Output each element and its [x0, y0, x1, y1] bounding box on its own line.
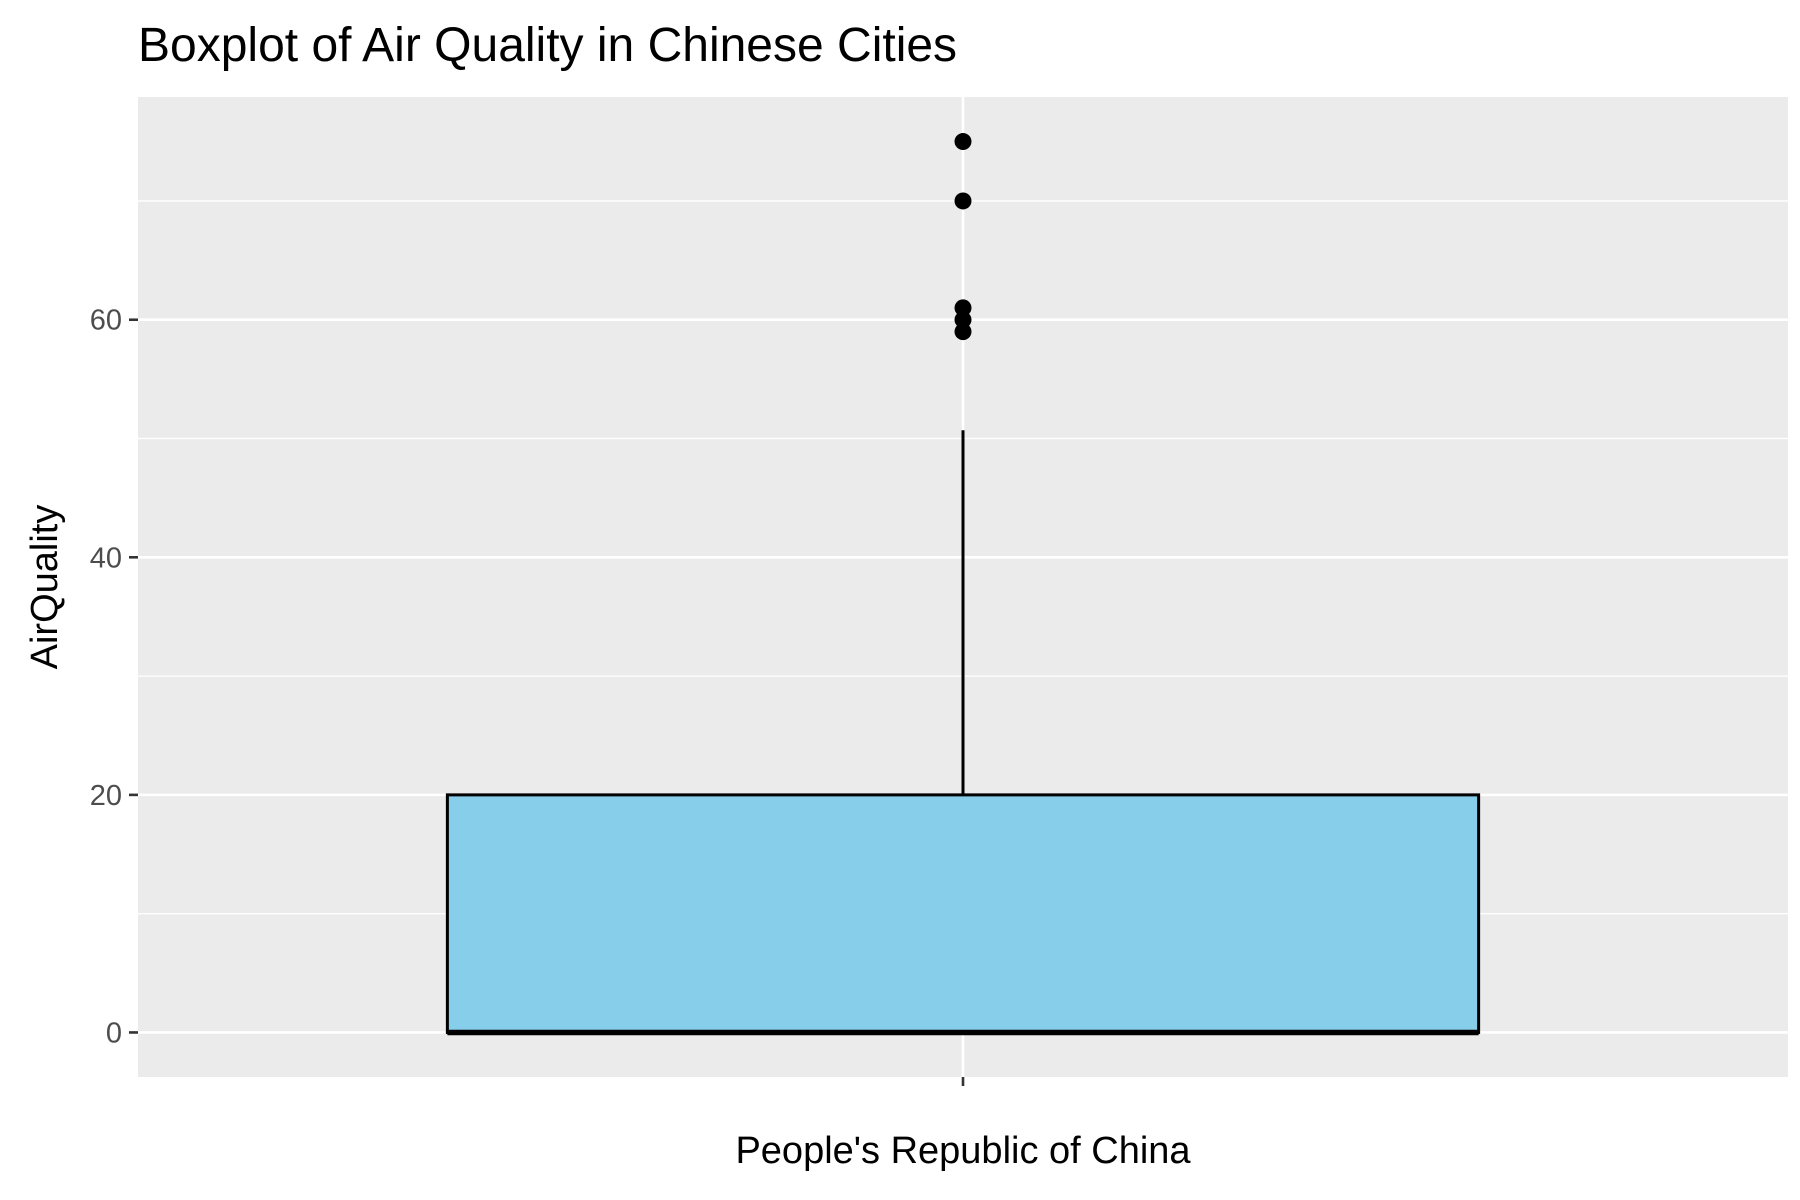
x-axis-ticks: People's Republic of China [735, 1077, 1191, 1172]
y-tick-label: 20 [90, 780, 122, 812]
outlier-point [954, 323, 972, 341]
y-axis-label: AirQuality [24, 505, 66, 670]
box-iqr [445, 793, 1481, 1034]
y-axis-ticks: 0 20 40 60 [90, 305, 138, 1049]
outlier-point [954, 192, 972, 210]
box-layer [445, 133, 1481, 1036]
y-tick-label: 40 [90, 542, 122, 574]
outlier-point [954, 311, 972, 329]
y-tick-label: 60 [90, 305, 122, 337]
y-tick-label: 0 [106, 1017, 122, 1049]
chart-title: Boxplot of Air Quality in Chinese Cities [138, 19, 957, 72]
outlier-point [954, 133, 972, 151]
x-category-label: People's Republic of China [735, 1130, 1191, 1172]
outlier-point [954, 299, 972, 317]
